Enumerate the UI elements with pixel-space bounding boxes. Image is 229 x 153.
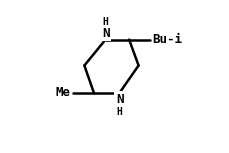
Text: H: H: [117, 107, 123, 117]
Text: N: N: [116, 93, 123, 106]
Text: N: N: [102, 27, 109, 40]
Text: Bu-i: Bu-i: [153, 33, 183, 46]
Text: Me: Me: [55, 86, 70, 99]
Text: H: H: [103, 17, 109, 27]
